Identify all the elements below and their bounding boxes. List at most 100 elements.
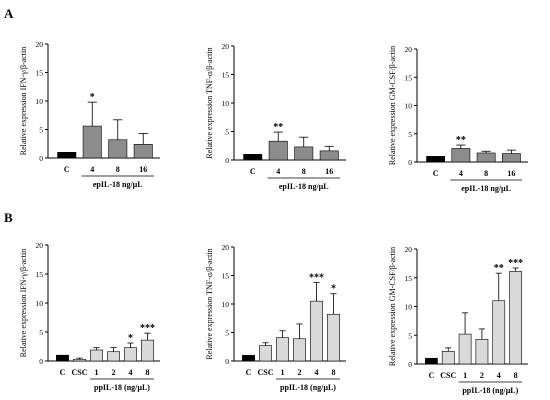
x-axis-label: epIL-18 ng/µL — [279, 182, 329, 191]
x-tick-label: 2 — [480, 371, 484, 380]
y-tick-label: 10 — [405, 102, 413, 111]
chart-1: 0 5 10 15 20 Relative expression IFN-γ/β-acti… — [19, 40, 160, 189]
x-tick-label: 4 — [497, 371, 501, 380]
bar-8 — [476, 152, 496, 163]
x-tick-label: 8 — [116, 165, 120, 174]
significance-marker: *** — [140, 323, 155, 334]
x-axis-label: ppIL-18 (ng/µL) — [462, 386, 518, 395]
chart-5: 0 5 10 15 20 Relative expression TNF-α/β-acti… — [205, 243, 346, 392]
y-tick-label: 0 — [225, 156, 229, 165]
x-tick-label: C — [429, 371, 435, 380]
significance-marker: *** — [508, 258, 523, 269]
x-tick-label: 4 — [90, 165, 94, 174]
y-tick-label: 15 — [405, 274, 413, 283]
bar-2 — [107, 351, 120, 362]
x-tick-label: 8 — [302, 167, 306, 176]
y-tick-label: 20 — [36, 40, 44, 49]
x-tick-label: CSC — [257, 368, 273, 377]
y-tick-label: 15 — [222, 272, 230, 281]
significance-marker: ** — [494, 263, 504, 274]
y-tick-label: 15 — [222, 71, 230, 80]
y-tick-label: 5 — [408, 130, 412, 139]
bar-C — [57, 152, 77, 159]
bar-2 — [475, 338, 489, 365]
bar-8 — [327, 313, 340, 362]
x-tick-label: 16 — [507, 169, 515, 178]
y-tick-label: 15 — [36, 69, 44, 78]
x-tick-label: 1 — [281, 368, 285, 377]
x-axis-label: ppIL-18 (ng/µL) — [94, 383, 150, 392]
x-tick-label: C — [250, 167, 256, 176]
bar-C — [425, 357, 438, 365]
bar-4 — [451, 148, 471, 163]
bar-CSC — [441, 351, 455, 365]
y-tick-label: 0 — [225, 357, 229, 366]
bar-4 — [310, 300, 323, 362]
bar-8 — [294, 146, 314, 161]
bar-1 — [90, 349, 103, 362]
x-tick-label: 8 — [484, 169, 488, 178]
significance-marker: * — [331, 284, 336, 295]
y-tick-label: 0 — [408, 158, 412, 167]
x-tick-label: C — [64, 165, 70, 174]
panel-label-b: B — [4, 210, 13, 225]
x-tick-label: C — [433, 169, 439, 178]
x-tick-label: 4 — [276, 167, 280, 176]
x-tick-label: 2 — [298, 368, 302, 377]
chart-2: 0 5 10 15 20 Relative expression TNF-α/β-acti… — [205, 42, 346, 191]
y-tick-label: 5 — [225, 128, 229, 137]
bar-1 — [276, 337, 289, 362]
significance-marker: * — [128, 333, 133, 344]
bar-4 — [82, 125, 102, 159]
significance-marker: * — [90, 92, 95, 103]
y-tick-label: 20 — [222, 243, 230, 252]
chart-3: 0 5 10 15 20 Relative expression GM-CSF/β-act… — [388, 45, 528, 193]
y-tick-label: 10 — [36, 97, 44, 106]
bar-8 — [108, 139, 128, 159]
x-tick-label: 4 — [459, 169, 463, 178]
bar-16 — [501, 153, 521, 163]
bar-8 — [509, 271, 522, 365]
bar-CSC — [259, 345, 272, 362]
y-tick-label: 10 — [222, 99, 230, 108]
y-axis-label: Relative expression IFN-γ/β-actin — [19, 47, 28, 155]
y-tick-label: 5 — [408, 331, 412, 340]
y-tick-label: 0 — [39, 357, 43, 366]
y-tick-label: 15 — [36, 270, 44, 279]
significance-marker: ** — [273, 122, 283, 133]
bar-16 — [133, 144, 153, 159]
x-tick-label: 16 — [139, 165, 147, 174]
x-tick-label: 8 — [146, 368, 150, 377]
y-axis-label: Relative expression TNF-α/β-actin — [205, 47, 214, 158]
x-axis-label: epIL-18 ng/µL — [461, 184, 511, 193]
bar-4 — [492, 300, 506, 365]
x-tick-label: 8 — [332, 368, 336, 377]
x-tick-label: C — [60, 368, 66, 377]
bar-C — [56, 354, 69, 362]
x-tick-label: C — [246, 368, 252, 377]
x-tick-label: CSC — [440, 371, 456, 380]
bar-1 — [458, 333, 472, 365]
bar-4 — [268, 140, 288, 161]
y-tick-label: 0 — [39, 154, 43, 163]
bar-C — [242, 354, 255, 362]
x-axis-label: epIL-18 ng/µL — [93, 180, 143, 189]
y-axis-label: Relative expression GM-CSF/β-actin — [388, 247, 397, 366]
y-tick-label: 20 — [222, 42, 230, 51]
y-tick-label: 10 — [222, 300, 230, 309]
panel-label-a: A — [4, 6, 14, 21]
x-tick-label: 4 — [129, 368, 133, 377]
y-axis-label: Relative expression IFN-γ/β-actin — [19, 249, 28, 357]
bar-16 — [319, 150, 339, 161]
y-tick-label: 5 — [225, 329, 229, 338]
y-tick-label: 5 — [39, 328, 43, 337]
x-tick-label: 16 — [325, 167, 333, 176]
bar-4 — [124, 347, 137, 362]
y-tick-label: 15 — [405, 73, 413, 82]
y-tick-label: 20 — [36, 241, 44, 250]
bar-8 — [141, 339, 154, 362]
x-tick-label: 1 — [95, 368, 99, 377]
x-tick-label: 2 — [112, 368, 116, 377]
y-tick-label: 10 — [36, 299, 44, 308]
